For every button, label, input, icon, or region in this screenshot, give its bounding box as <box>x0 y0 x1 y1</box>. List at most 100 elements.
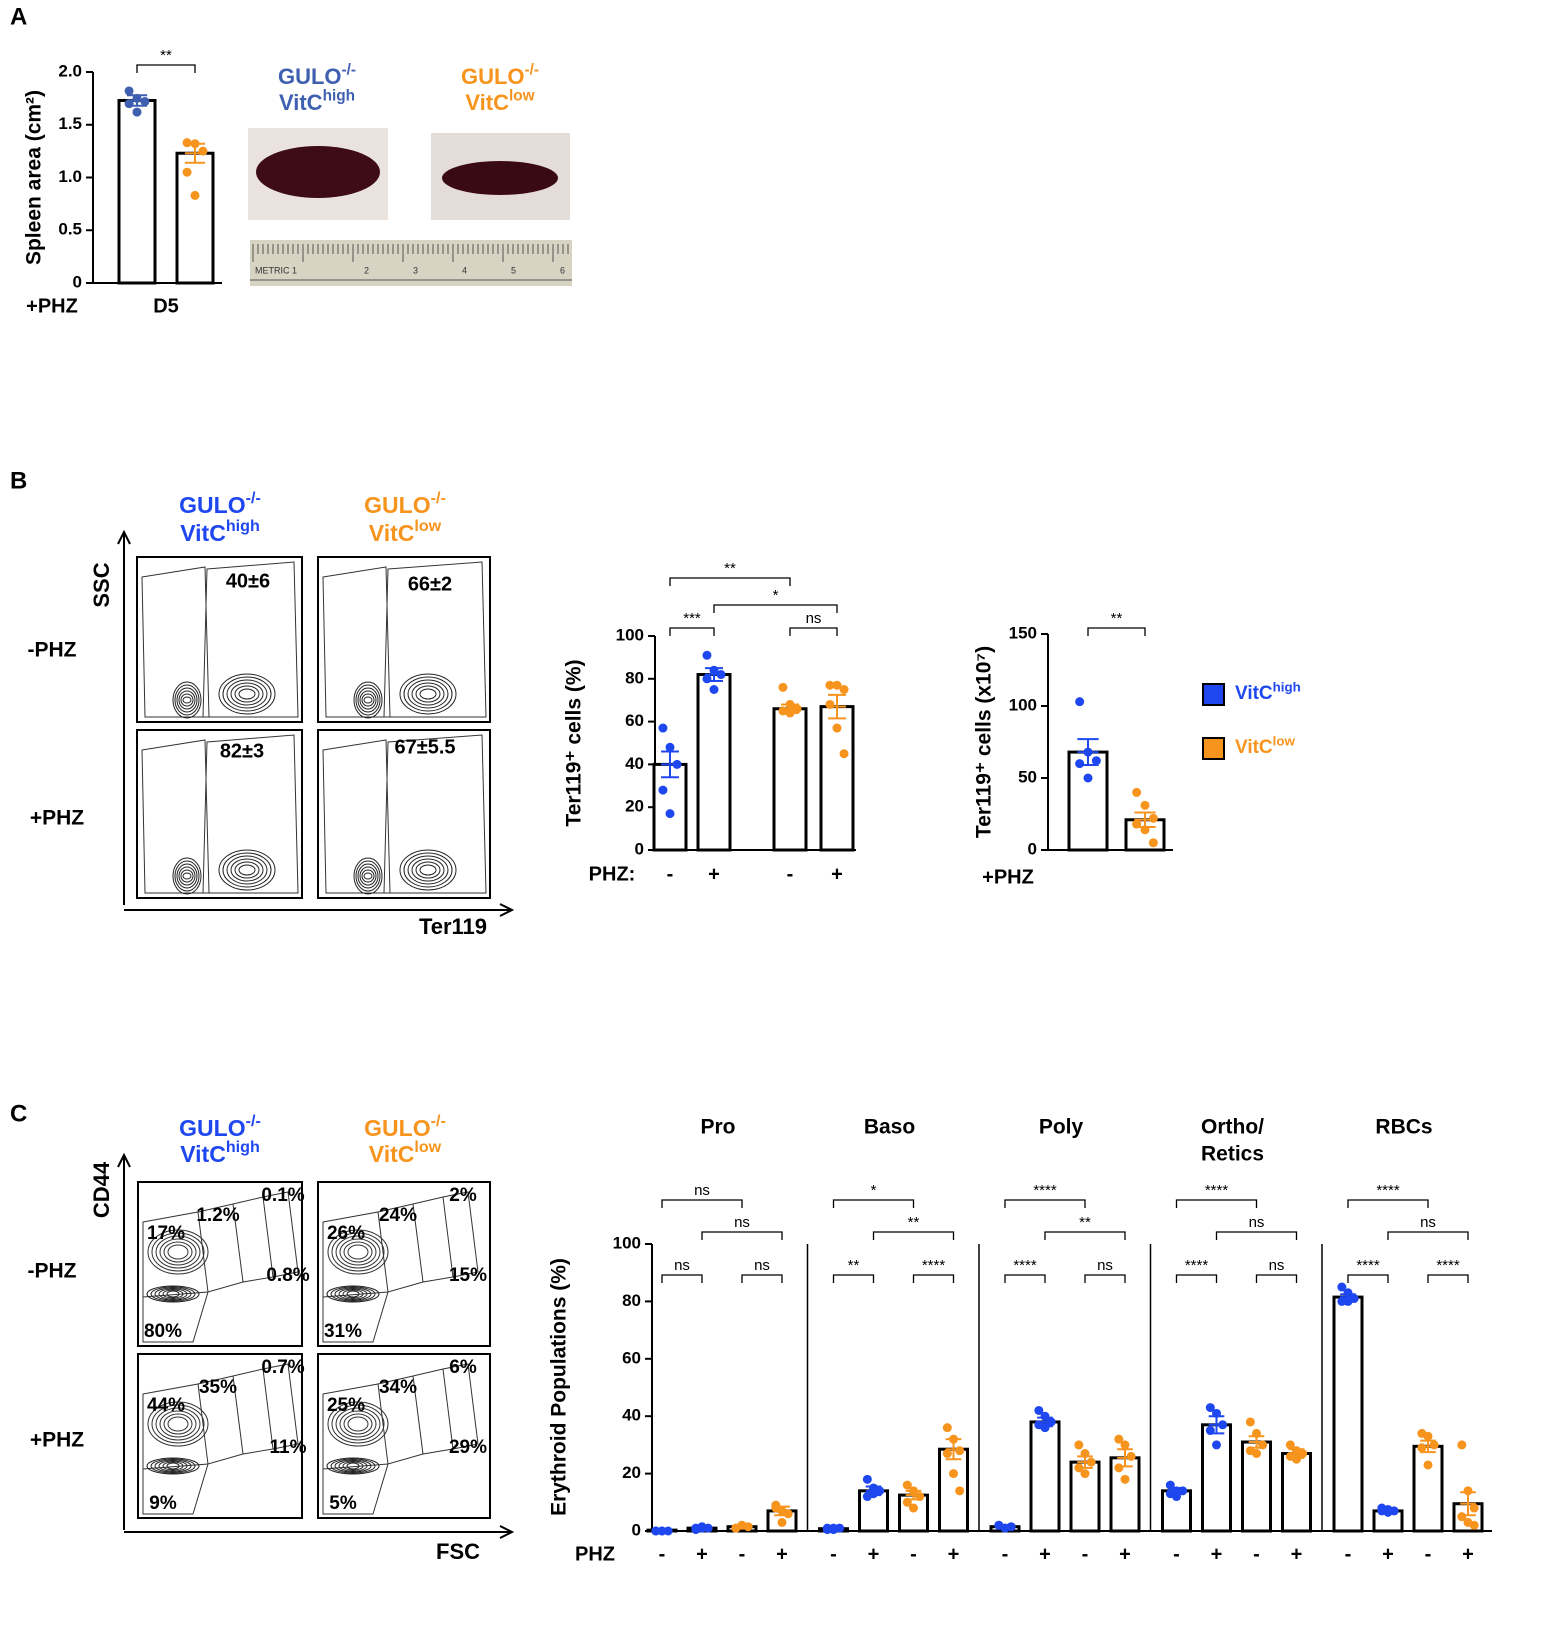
panel-label: B <box>10 467 27 494</box>
group-title: Retics <box>1201 1143 1264 1166</box>
contour <box>174 860 200 892</box>
data-point <box>1074 1440 1084 1450</box>
significance-bracket <box>136 64 196 73</box>
contour <box>343 1241 373 1263</box>
y-tick-label: 40 <box>625 754 644 773</box>
bar <box>1029 1420 1061 1533</box>
bar <box>117 98 157 285</box>
significance-label: * <box>773 587 779 604</box>
data-point <box>702 650 712 660</box>
ruler-label: 4 <box>462 265 467 275</box>
contour <box>334 1459 372 1473</box>
significance-bracket <box>789 627 838 636</box>
diet-label-sup: low <box>509 87 535 104</box>
error-bar <box>865 1485 882 1497</box>
significance-label: **** <box>1013 1257 1037 1274</box>
contour <box>172 681 202 719</box>
contour <box>363 872 373 880</box>
significance-label: **** <box>1033 1182 1057 1199</box>
error-bar <box>1037 1416 1053 1428</box>
error-bar <box>126 94 148 107</box>
data-point <box>1114 1434 1124 1444</box>
error-bar <box>1420 1439 1436 1454</box>
genotype-label-base: GULO <box>179 492 245 518</box>
x-tick-label: - <box>830 1543 837 1565</box>
data-point <box>1148 813 1158 823</box>
data-point <box>839 685 849 694</box>
significance-label: **** <box>1205 1182 1229 1199</box>
gate-value: 9% <box>149 1493 177 1514</box>
significance-label: * <box>871 1182 877 1199</box>
y-axis-title: Erythroid Populations (%) <box>548 1258 571 1516</box>
data-point <box>1080 1469 1090 1479</box>
error-bar <box>1380 1508 1396 1514</box>
contour <box>419 688 437 700</box>
genotype-label-sup: -/- <box>246 1112 261 1130</box>
data-point <box>1245 1417 1255 1427</box>
contour <box>151 1232 205 1272</box>
error-bar <box>705 667 723 682</box>
gate-value: 25% <box>327 1395 365 1416</box>
contour <box>155 1235 201 1269</box>
genotype-label: GULO-/- <box>364 1112 446 1141</box>
x-tick-label: + <box>1211 1543 1223 1565</box>
significance-bracket <box>741 1274 783 1283</box>
y-tick-label: 40 <box>622 1406 641 1425</box>
contour <box>158 1460 188 1472</box>
gate <box>322 1363 479 1515</box>
contour <box>330 1458 376 1474</box>
contour <box>155 1407 201 1441</box>
group-title: Baso <box>864 1116 915 1139</box>
data-point <box>1417 1443 1427 1453</box>
significance-bracket <box>832 1274 875 1283</box>
significance-bracket <box>1044 1231 1126 1240</box>
contour <box>230 682 264 706</box>
bar <box>1412 1444 1444 1533</box>
contour <box>361 869 375 883</box>
significance-bracket <box>1004 1199 1086 1208</box>
contour <box>151 1404 205 1444</box>
gate-value: 29% <box>449 1437 487 1458</box>
data-point <box>832 680 842 690</box>
contour <box>327 1229 389 1275</box>
x-tick-label: - <box>1425 1543 1432 1565</box>
data-point <box>1148 838 1158 848</box>
contour <box>182 872 192 880</box>
significance-bracket <box>1347 1274 1389 1283</box>
contour <box>174 684 200 716</box>
gate <box>141 561 299 718</box>
bar <box>1281 1452 1312 1533</box>
x-tick-label: - <box>1253 1543 1260 1565</box>
x-tick-label: - <box>910 1543 917 1565</box>
contour <box>234 861 260 879</box>
contour <box>222 852 272 888</box>
flow-plot-frame <box>317 729 491 899</box>
contour <box>182 696 192 704</box>
group-title: Poly <box>1039 1116 1084 1139</box>
x-tick-label: - <box>1173 1543 1180 1565</box>
data-point <box>949 1469 958 1479</box>
contour <box>147 1401 209 1447</box>
genotype-label-sup: -/- <box>431 1112 446 1130</box>
diet-label-base: VitC <box>369 1141 415 1167</box>
data-point <box>140 97 150 107</box>
contour <box>326 1285 380 1303</box>
significance-bracket <box>1215 1231 1298 1240</box>
significance-label: ns <box>1269 1257 1285 1274</box>
significance-label: ** <box>848 1257 860 1274</box>
error-bar <box>694 1526 710 1530</box>
gate <box>322 734 487 894</box>
diet-label-base: VitC <box>180 520 226 546</box>
data-point <box>1083 773 1093 783</box>
gate <box>142 1191 299 1343</box>
x-axis-title: D5 <box>153 295 179 317</box>
data-point <box>1423 1431 1433 1441</box>
row-label: -PHZ <box>28 639 77 662</box>
contour <box>159 1410 197 1438</box>
x-axis-label: Ter119 <box>419 914 487 939</box>
spleen <box>442 161 558 195</box>
contour <box>403 676 453 712</box>
significance-label: **** <box>1376 1182 1400 1199</box>
x-tick-label: - <box>667 863 674 885</box>
gate-value: 0.7% <box>261 1357 304 1378</box>
